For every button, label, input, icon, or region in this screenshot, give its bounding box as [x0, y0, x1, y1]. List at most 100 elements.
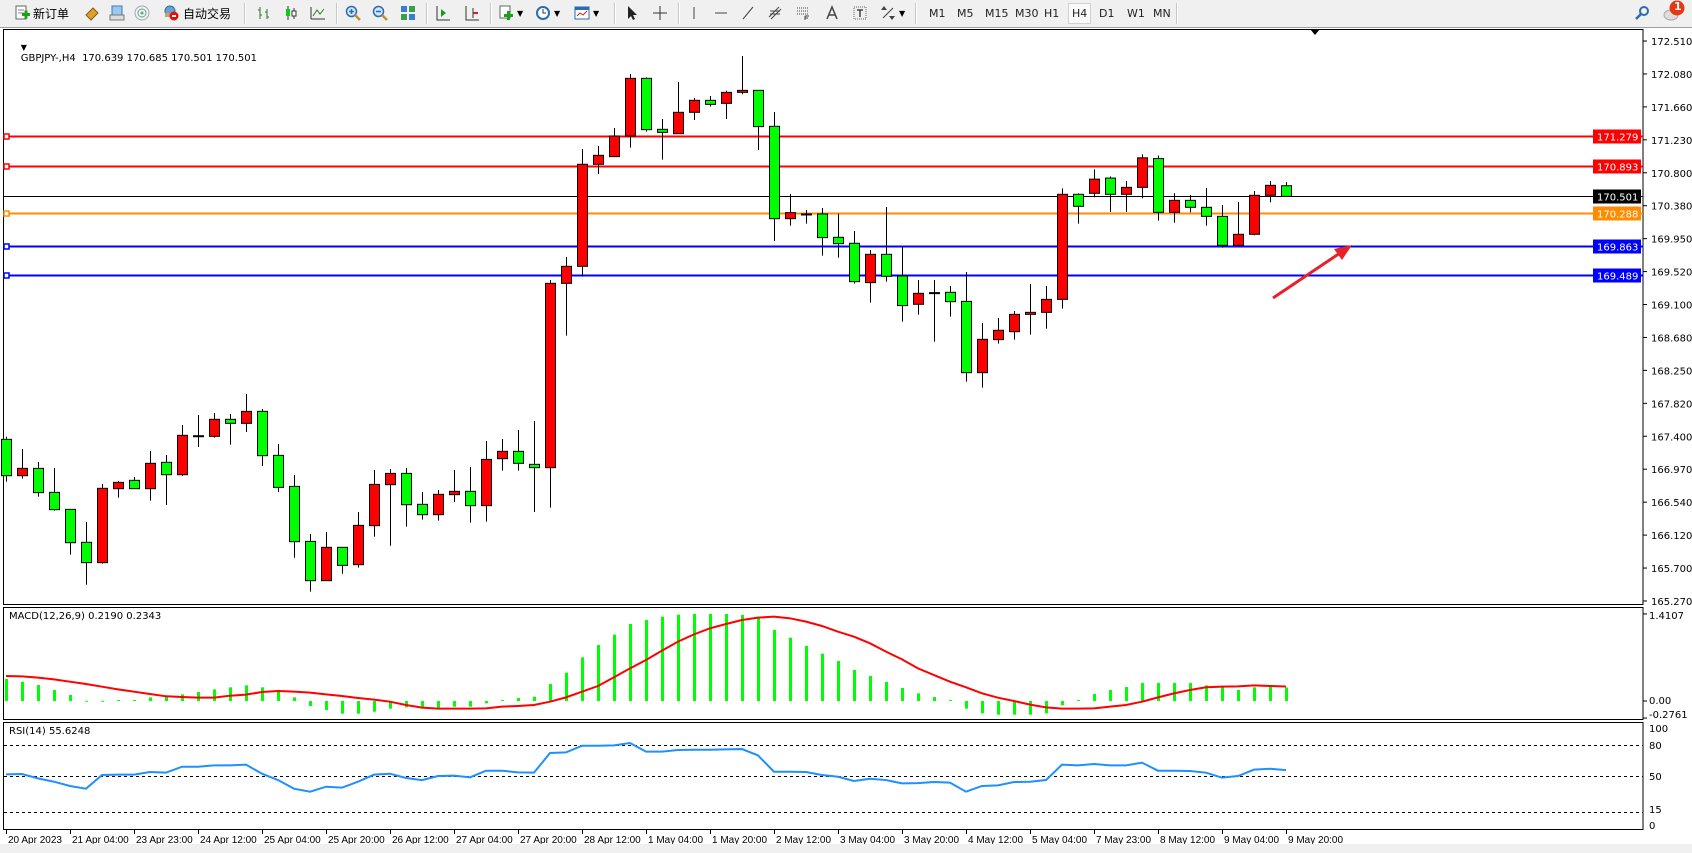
line-handle[interactable]: [3, 272, 10, 279]
main-pane[interactable]: [3, 29, 1644, 605]
dropdown-arrow-icon: ▼: [554, 8, 561, 18]
macd-histogram-bar: [837, 661, 840, 701]
auto-trading-button[interactable]: 自动交易: [163, 3, 231, 23]
macd-histogram-bar: [565, 672, 568, 701]
macd-histogram-bar: [821, 653, 824, 701]
line-handle[interactable]: [3, 133, 10, 140]
macd-histogram-bar: [1141, 682, 1144, 701]
market-watch-button[interactable]: [84, 3, 100, 23]
candle-body: [1137, 157, 1148, 188]
templates-icon: [574, 5, 590, 21]
time-axis-label: 27 Apr 20:00: [520, 835, 577, 844]
rsi-axis-label: 80: [1649, 741, 1662, 752]
candle-body: [801, 213, 812, 216]
timeframe-d1[interactable]: D1: [1099, 7, 1115, 20]
price-tag: [1593, 159, 1641, 174]
candle-body: [1057, 193, 1068, 300]
candle-body: [417, 503, 428, 516]
timeframe-w1[interactable]: W1: [1127, 7, 1145, 20]
text-label-icon: [852, 5, 868, 21]
time-axis-label: 4 May 12:00: [968, 835, 1023, 844]
timeframe-m1[interactable]: M1: [929, 7, 946, 20]
zoom-out-icon: [372, 5, 388, 21]
chart-shift-marker-icon[interactable]: [1310, 29, 1320, 35]
time-axis-label: 8 May 12:00: [1160, 835, 1215, 844]
candle-body: [33, 467, 44, 494]
macd-histogram-bar: [885, 681, 888, 701]
crosshair-button[interactable]: [652, 3, 668, 23]
candle-body: [433, 493, 444, 516]
chart-shift-icon: [464, 5, 480, 21]
candlestick-button[interactable]: [283, 3, 299, 23]
cursor-button[interactable]: [624, 3, 640, 23]
macd-histogram-bar: [869, 676, 872, 701]
bar-chart-button[interactable]: [256, 3, 272, 23]
arrows-button[interactable]: ▼: [880, 3, 905, 23]
candle-body: [481, 458, 492, 507]
macd-histogram-bar: [341, 701, 344, 714]
candle-body: [385, 472, 396, 486]
time-axis-label: 25 Apr 20:00: [328, 835, 385, 844]
zoom-in-icon: [345, 5, 361, 21]
search-button[interactable]: [1634, 3, 1650, 23]
timeframe-m5[interactable]: M5: [957, 7, 974, 20]
arrows-icon: [880, 5, 896, 21]
fibo-channel-button[interactable]: [795, 3, 811, 23]
navigator-button[interactable]: [109, 3, 125, 23]
timeframe-h4[interactable]: H4: [1068, 3, 1092, 24]
candle-body: [929, 292, 940, 295]
new-order-button[interactable]: 新订单: [14, 3, 69, 23]
trend-arrow[interactable]: [1272, 247, 1347, 300]
macd-histogram-bar: [5, 678, 8, 701]
indicators-button[interactable]: ▼: [498, 3, 523, 23]
timeframe-h1[interactable]: H1: [1044, 7, 1060, 20]
timeframe-m30[interactable]: M30: [1015, 7, 1039, 20]
rsi-axis-label: 50: [1649, 772, 1662, 783]
text-label-button[interactable]: [852, 3, 868, 23]
line-chart-button[interactable]: [310, 3, 326, 23]
price-tag-label: 169.489: [1597, 272, 1638, 283]
templates-button[interactable]: ▼: [574, 3, 599, 23]
candle-body: [305, 540, 316, 582]
price-axis-label: 170.800: [1651, 169, 1692, 180]
tile-windows-button[interactable]: [400, 3, 416, 23]
price-axis-label: 168.680: [1651, 333, 1692, 344]
notification-button[interactable]: 1: [1662, 0, 1686, 21]
chart-canvas[interactable]: 172.510 172.080 171.660 171.230 170.800 170.3…: [0, 28, 1692, 846]
candle-body: [337, 546, 348, 566]
macd-histogram-bar: [293, 697, 296, 701]
candle-body: [1185, 199, 1196, 208]
trendline-button[interactable]: [740, 3, 756, 23]
timeframe-m15[interactable]: M15: [985, 7, 1009, 20]
toolbar-separator: [244, 3, 246, 24]
candle-body: [241, 410, 252, 424]
macd-histogram-bar: [165, 696, 168, 701]
toolbar-separator: [915, 3, 917, 24]
chart-shift-button[interactable]: [464, 3, 480, 23]
line-handle[interactable]: [3, 163, 10, 170]
auto-scroll-button[interactable]: [435, 3, 451, 23]
price-tag: [1593, 189, 1641, 204]
macd-histogram-bar: [1013, 701, 1016, 715]
price-axis-label: 170.380: [1651, 202, 1692, 213]
price-tag-label: 170.893: [1597, 163, 1638, 174]
line-handle[interactable]: [3, 243, 10, 250]
signals-button[interactable]: [134, 3, 150, 23]
vertical-line-button[interactable]: [686, 3, 702, 23]
line-handle[interactable]: [3, 210, 10, 217]
timeframe-mn[interactable]: MN: [1153, 7, 1171, 20]
price-axis-label: 166.120: [1651, 531, 1692, 542]
zoom-in-button[interactable]: [345, 3, 361, 23]
chart-window[interactable]: 172.510 172.080 171.660 171.230 170.800 170.3…: [0, 28, 1692, 846]
candle-body: [145, 462, 156, 490]
auto-scroll-icon: [435, 5, 451, 21]
fibonacci-button[interactable]: [767, 3, 783, 23]
price-tag: [1593, 206, 1641, 221]
zoom-out-button[interactable]: [372, 3, 388, 23]
horizontal-line-button[interactable]: [713, 3, 729, 23]
time-axis-label: 24 Apr 12:00: [200, 835, 257, 844]
text-button[interactable]: [824, 3, 840, 23]
collapse-triangle-icon[interactable]: ▼: [20, 43, 27, 52]
periods-button[interactable]: ▼: [535, 3, 560, 23]
candle-body: [1169, 199, 1180, 213]
